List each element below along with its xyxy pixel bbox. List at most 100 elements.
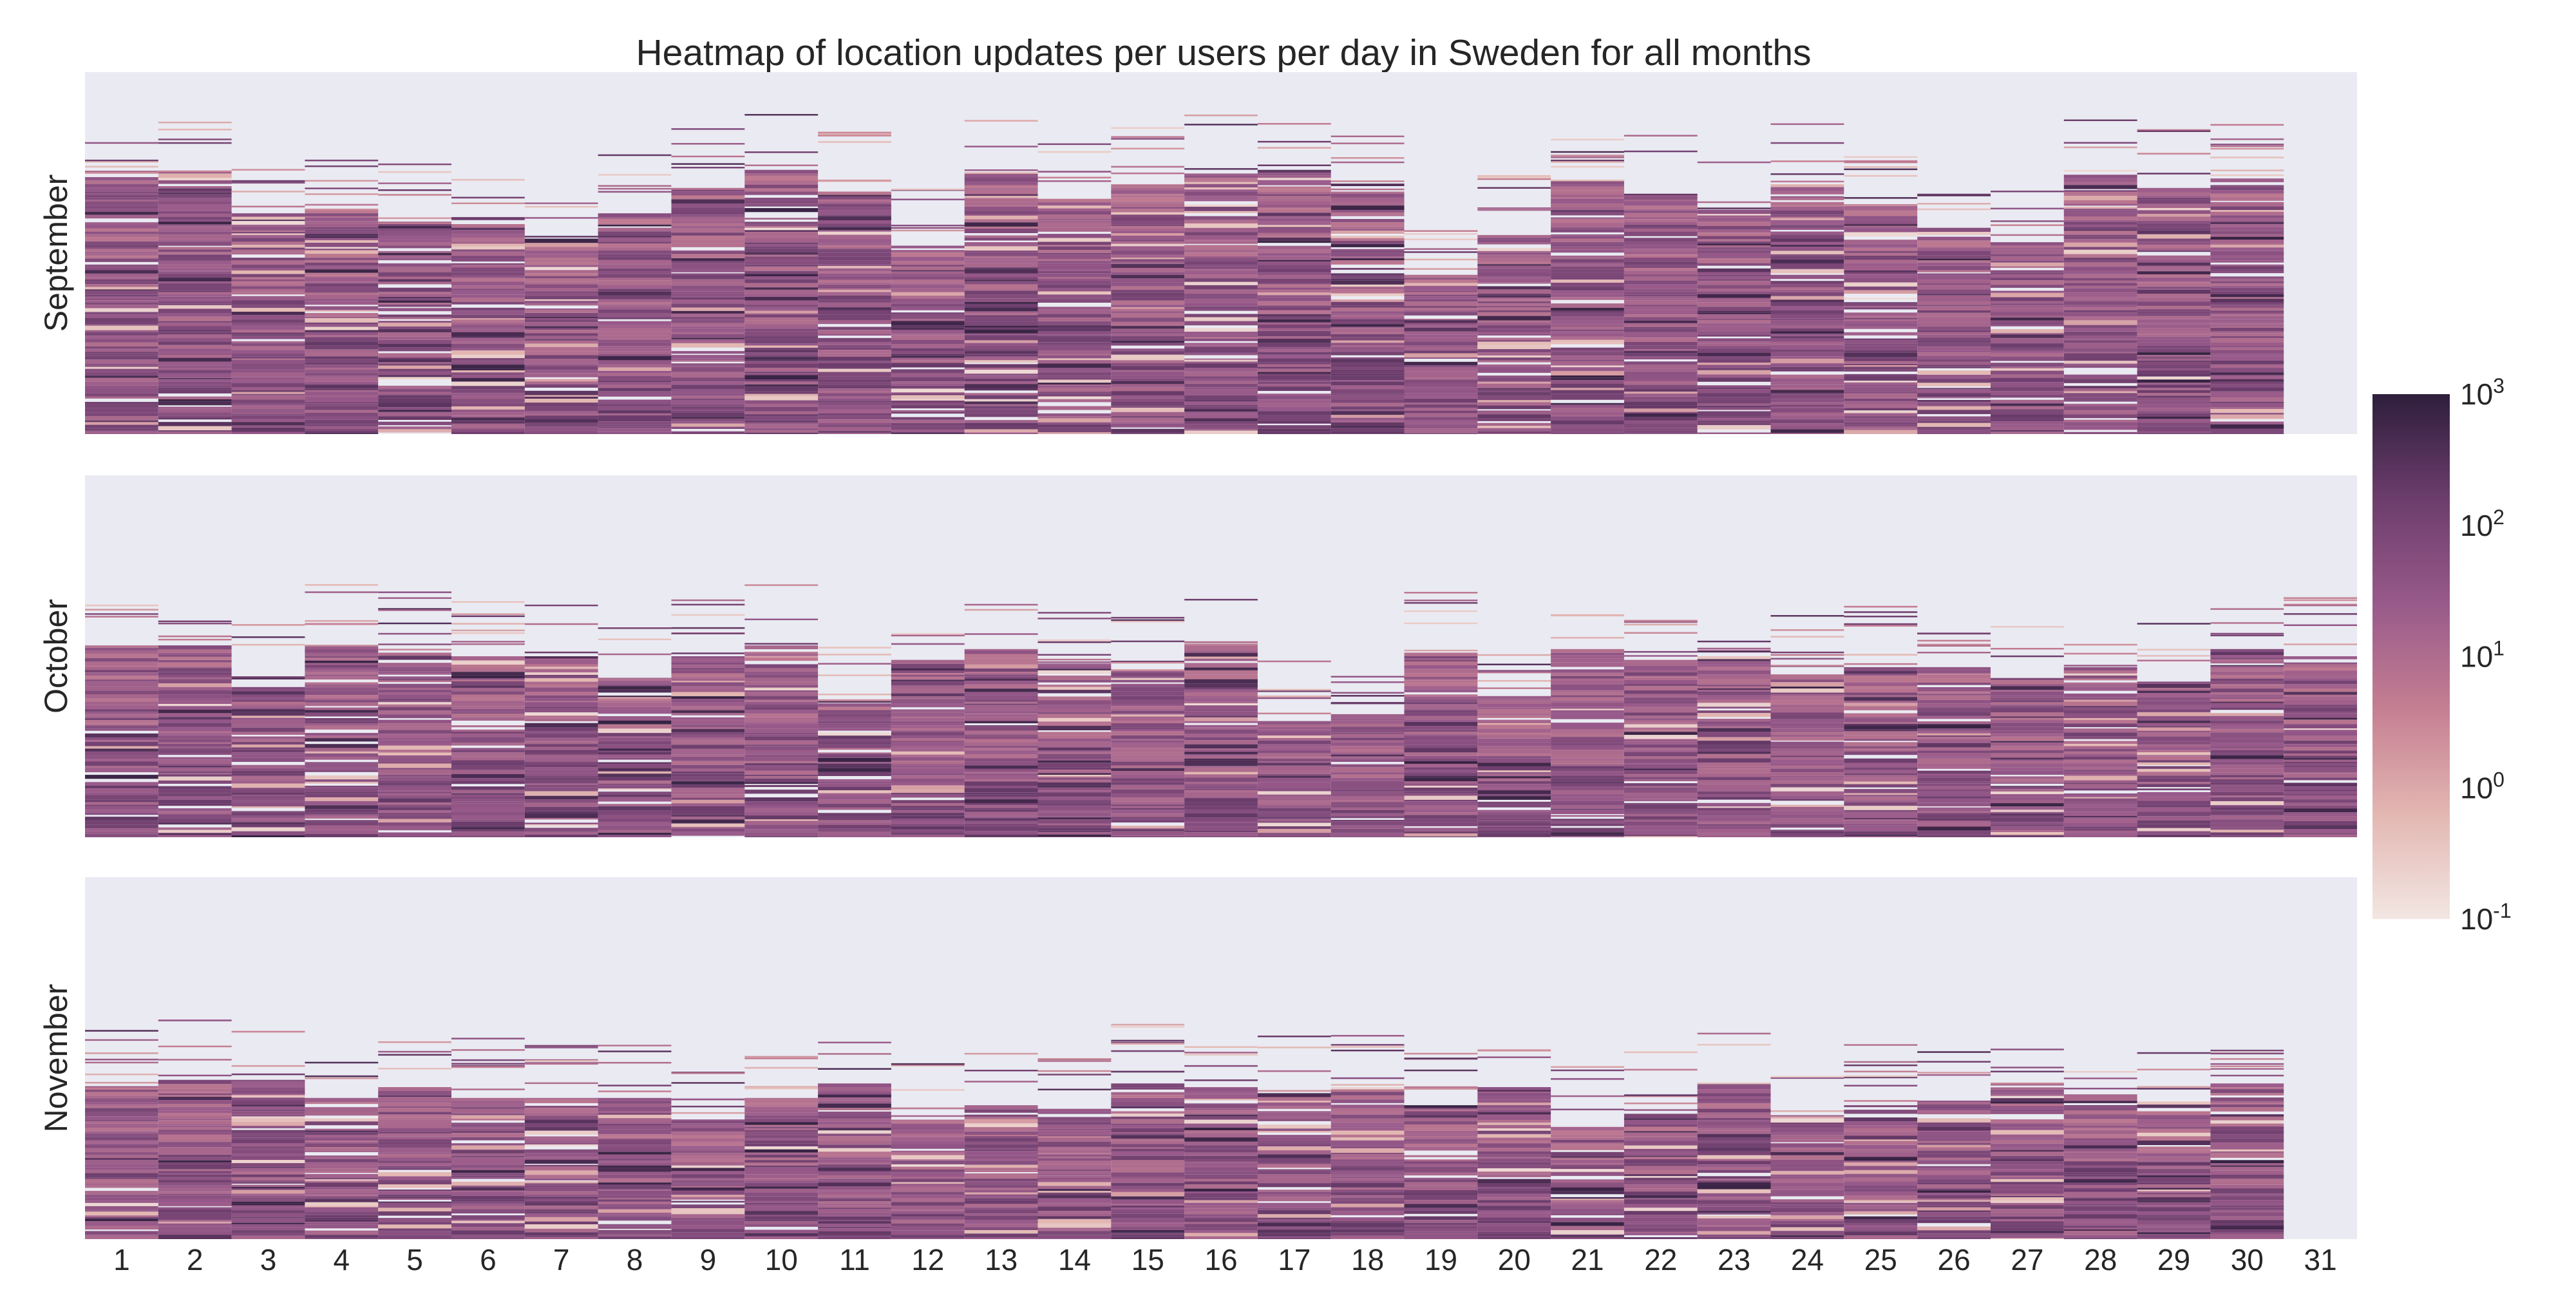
heatmap-column-day-19 xyxy=(1404,1052,1478,1239)
chart-title: Heatmap of location updates per users pe… xyxy=(636,32,1811,73)
heatmap-column-day-8 xyxy=(598,627,672,837)
y-axis-label: September xyxy=(38,175,74,332)
heatmap-column-day-29 xyxy=(2137,623,2211,837)
heatmap-column-day-21 xyxy=(1551,614,1624,837)
heatmap-column-day-11 xyxy=(818,647,891,837)
heatmap-column-day-7 xyxy=(524,1045,598,1239)
heatmap-column-day-23 xyxy=(1697,161,1771,434)
heatmap-column-day-6 xyxy=(451,178,525,434)
heatmap-column-day-19 xyxy=(1404,230,1478,434)
heatmap-column-day-25 xyxy=(1844,1044,1918,1239)
x-tick-label: 25 xyxy=(1864,1243,1897,1276)
heatmap-column-day-6 xyxy=(451,601,525,837)
colorbar-tick-label: 100 xyxy=(2460,768,2505,804)
x-tick-label: 15 xyxy=(1132,1243,1164,1276)
colorbar-gradient xyxy=(2372,394,2450,919)
x-tick-label: 12 xyxy=(911,1243,944,1276)
heatmap-column-day-13 xyxy=(964,1052,1038,1239)
heatmap-column-day-8 xyxy=(598,1045,672,1239)
heatmap-column-day-28 xyxy=(2063,643,2137,837)
heatmap-column-day-10 xyxy=(744,1056,819,1239)
x-tick-label: 21 xyxy=(1571,1243,1604,1276)
x-tick-label: 20 xyxy=(1498,1243,1531,1276)
x-tick-label: 3 xyxy=(260,1243,277,1276)
heatmap-column-day-13 xyxy=(964,120,1038,434)
x-tick-label: 22 xyxy=(1644,1243,1677,1276)
heatmap-column-day-29 xyxy=(2137,129,2211,434)
heatmap-column-day-16 xyxy=(1184,1046,1258,1239)
heatmap-column-day-4 xyxy=(305,584,379,837)
heatmap-column-day-29 xyxy=(2137,1052,2211,1239)
heatmap-column-day-18 xyxy=(1331,1035,1405,1239)
heatmap-column-day-16 xyxy=(1184,114,1258,434)
heatmap-column-day-15 xyxy=(1111,127,1185,434)
heatmap-column-day-20 xyxy=(1477,1049,1551,1239)
heatmap-column-day-22 xyxy=(1624,620,1698,837)
x-tick-label: 6 xyxy=(480,1243,497,1276)
x-tick-label: 26 xyxy=(1938,1243,1971,1276)
heatmap-column-day-4 xyxy=(305,159,379,434)
heatmap-column-day-19 xyxy=(1404,592,1478,837)
x-tick-label: 19 xyxy=(1425,1243,1457,1276)
heatmap-column-day-23 xyxy=(1697,1032,1771,1239)
heatmap-column-day-9 xyxy=(671,128,745,434)
heatmap-column-day-22 xyxy=(1624,1051,1698,1239)
heatmap-column-day-11 xyxy=(818,1041,891,1239)
heatmap-column-day-15 xyxy=(1111,616,1185,837)
heatmap-column-day-21 xyxy=(1551,138,1624,434)
heatmap-column-day-2 xyxy=(158,620,232,837)
heatmap-column-day-17 xyxy=(1257,123,1331,434)
x-tick-label: 2 xyxy=(187,1243,204,1276)
heatmap-column-day-1 xyxy=(85,142,158,434)
y-axis-label: November xyxy=(38,984,74,1133)
colorbar: 103 102 101 100 10-1 xyxy=(2372,374,2512,936)
heatmap-panel-october: October xyxy=(38,475,2357,837)
heatmap-column-day-12 xyxy=(891,633,965,837)
x-tick-label: 16 xyxy=(1204,1243,1237,1276)
heatmap-column-day-18 xyxy=(1331,135,1405,434)
heatmap-column-day-3 xyxy=(231,624,305,837)
heatmap-column-day-24 xyxy=(1770,1076,1844,1239)
heatmap-column-day-4 xyxy=(305,1061,379,1239)
heatmap-column-day-27 xyxy=(1991,626,2064,837)
heatmap-column-day-9 xyxy=(671,599,745,836)
heatmap-panel-september: September xyxy=(38,72,2357,434)
heatmap-column-day-8 xyxy=(598,154,672,434)
x-tick-label: 10 xyxy=(765,1243,798,1276)
heatmap-column-day-20 xyxy=(1477,654,1551,837)
x-tick-label: 1 xyxy=(113,1243,130,1276)
heatmap-column-day-26 xyxy=(1917,1051,1991,1239)
x-tick-label: 7 xyxy=(553,1243,570,1276)
x-tick-label: 18 xyxy=(1351,1243,1384,1276)
heatmap-column-day-26 xyxy=(1917,193,1991,434)
heatmap-column-day-13 xyxy=(964,603,1038,837)
x-tick-label: 30 xyxy=(2231,1243,2264,1276)
heatmap-column-day-28 xyxy=(2063,1071,2137,1239)
colorbar-tick-label: 102 xyxy=(2460,506,2505,542)
heatmap-column-day-14 xyxy=(1037,143,1112,434)
heatmap-panels: September October November xyxy=(38,72,2357,1239)
heatmap-column-day-9 xyxy=(671,1072,745,1239)
heatmap-column-day-15 xyxy=(1111,1023,1185,1239)
x-tick-label: 9 xyxy=(700,1243,717,1276)
heatmap-column-day-1 xyxy=(85,1030,158,1239)
x-tick-label: 8 xyxy=(627,1243,643,1276)
heatmap-column-day-14 xyxy=(1037,1058,1112,1239)
x-tick-label: 5 xyxy=(406,1243,423,1276)
heatmap-column-day-21 xyxy=(1551,1066,1624,1239)
colorbar-tick-label: 101 xyxy=(2460,637,2505,674)
heatmap-column-day-25 xyxy=(1844,156,1918,434)
x-tick-label: 28 xyxy=(2084,1243,2117,1276)
x-tick-label: 17 xyxy=(1278,1243,1311,1276)
heatmap-column-day-28 xyxy=(2063,119,2137,434)
heatmap-column-day-7 xyxy=(524,202,598,434)
heatmap-column-day-3 xyxy=(231,1030,305,1239)
heatmap-column-day-17 xyxy=(1257,1036,1331,1239)
heatmap-column-day-5 xyxy=(378,163,451,433)
x-tick-label: 14 xyxy=(1058,1243,1091,1276)
heatmap-column-day-24 xyxy=(1770,615,1844,837)
heatmap-column-day-30 xyxy=(2210,608,2284,837)
x-tick-label: 13 xyxy=(985,1243,1018,1276)
heatmap-column-day-25 xyxy=(1844,605,1918,837)
